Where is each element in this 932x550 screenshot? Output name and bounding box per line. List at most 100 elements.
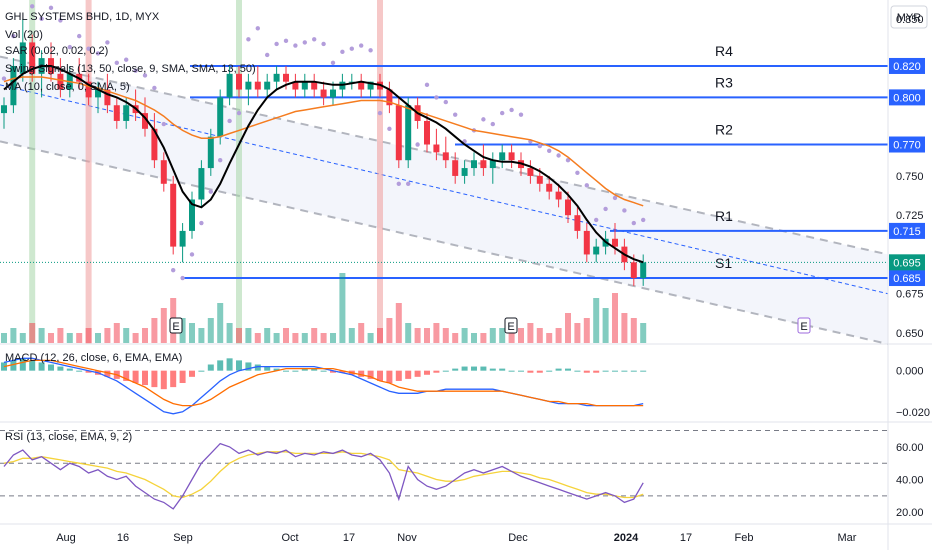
sar-dot: [114, 60, 120, 66]
currency-button-frame[interactable]: [890, 5, 928, 29]
signal-bar: [29, 0, 36, 344]
level-name: R1: [715, 208, 733, 224]
x-tick-label: 17: [343, 532, 355, 544]
candle-body: [85, 81, 92, 98]
macd-histogram-bar: [38, 362, 45, 371]
earnings-marker: E: [797, 317, 811, 334]
signal-bar: [377, 0, 383, 344]
volume-bar: [113, 323, 120, 343]
volume-bar: [236, 328, 242, 343]
sar-dot: [631, 220, 636, 226]
volume-bar: [339, 273, 346, 343]
level-tag: [889, 57, 925, 74]
macd-histogram-bar: [85, 370, 92, 373]
macd-histogram-bar: [640, 370, 647, 372]
level-tag-text: 0.770: [893, 140, 921, 152]
volume-bar: [461, 328, 468, 343]
earnings-marker: E: [169, 317, 183, 334]
volume-bar: [489, 328, 496, 343]
volume-bar: [95, 333, 101, 343]
macd-histogram-bar: [489, 368, 496, 371]
candle-body: [508, 152, 515, 161]
sar-dot: [312, 37, 317, 42]
candle-body: [367, 81, 374, 90]
volume-bar: [574, 323, 581, 343]
currency-button[interactable]: MYR: [890, 5, 928, 29]
level-tag-text: 0.800: [893, 92, 921, 104]
volume-bar: [348, 328, 355, 343]
level-tag: [889, 270, 925, 287]
volume-bar: [132, 333, 139, 343]
x-tick-label: Oct: [281, 532, 298, 544]
level-name: S1: [715, 255, 732, 271]
volume-bar: [311, 328, 318, 343]
sar-dot: [406, 181, 411, 186]
sar-dot: [208, 189, 213, 194]
candle-body: [593, 246, 600, 255]
sar-dot: [274, 41, 279, 47]
macd-histogram-bar: [132, 370, 139, 383]
sar-dot: [48, 5, 54, 11]
signal-bar: [85, 0, 92, 344]
candle-body: [574, 215, 581, 231]
sar-dot: [359, 43, 364, 48]
candle-body: [499, 152, 506, 161]
candle-body: [320, 89, 327, 98]
candle-body: [245, 81, 252, 90]
sar-dot: [594, 217, 599, 223]
volume-bar: [38, 328, 45, 343]
macd-histogram-bar: [405, 370, 412, 379]
candle-body: [104, 89, 111, 106]
currency-label[interactable]: MYR: [897, 12, 922, 24]
macd-histogram-bar: [433, 370, 440, 373]
earnings-marker-label: E: [507, 321, 514, 333]
candle-body: [395, 105, 402, 161]
sar-dot: [340, 49, 345, 55]
volume-bar: [217, 303, 224, 343]
candle-body: [386, 89, 393, 106]
sar-dot: [30, 4, 35, 9]
sar-dot: [171, 267, 176, 273]
y-tick-label: 0.725: [896, 210, 924, 222]
sar-dot: [133, 68, 138, 73]
macd-histogram-bar: [612, 370, 618, 372]
volume-bar: [367, 333, 374, 343]
volume-bar: [452, 333, 459, 343]
macd-histogram-bar: [527, 370, 534, 373]
sar-dot: [180, 275, 185, 281]
sar-dot: [199, 220, 204, 226]
macd-histogram-bar: [499, 368, 506, 371]
sar-dot: [556, 153, 561, 158]
candle-body: [461, 168, 468, 176]
earnings-marker-box: [169, 317, 183, 334]
candle-body: [1, 105, 7, 114]
sar-dot: [95, 51, 101, 56]
rsi-y-tick-label: 40.00: [896, 475, 924, 487]
sar-dot: [67, 44, 73, 50]
legend-rsi: RSI (13, close, EMA, 9, 2): [5, 431, 132, 443]
candle-body: [424, 120, 430, 145]
macd-y-tick-label: 0.000: [896, 366, 924, 378]
sar-dot: [518, 112, 524, 117]
candle-body: [170, 183, 177, 247]
volume-bar: [395, 303, 402, 343]
macd-histogram-bar: [452, 368, 459, 371]
volume-bar: [630, 318, 637, 343]
macd-histogram-bar: [179, 370, 186, 383]
candle-body: [113, 105, 120, 121]
volume-bar: [123, 328, 130, 343]
sar-dot: [321, 41, 326, 47]
level-tag: [889, 222, 925, 239]
candle-body: [612, 238, 618, 247]
volume-bar: [527, 323, 534, 343]
volume-bar: [377, 328, 383, 343]
last-price-tag: [889, 254, 925, 271]
y-tick-label: 0.675: [896, 289, 924, 301]
candle-body: [151, 128, 158, 161]
volume-bar: [301, 333, 308, 343]
sar-dot: [189, 252, 195, 257]
sar-dot: [584, 183, 589, 188]
volume-bar: [536, 328, 543, 343]
candle-body: [471, 160, 477, 169]
sar-dot: [11, 33, 16, 39]
